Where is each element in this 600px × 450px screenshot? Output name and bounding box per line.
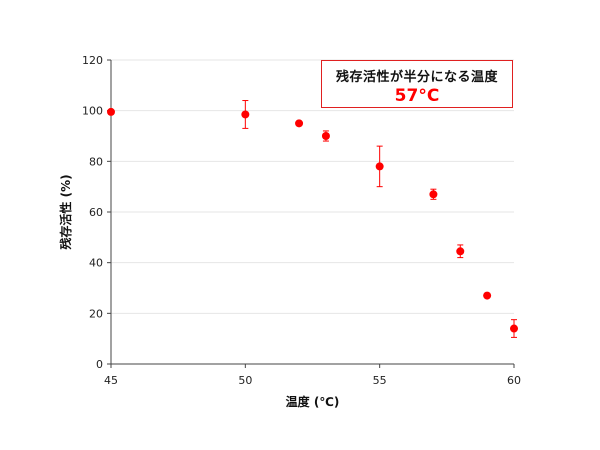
x-axis-title: 温度 (℃) [286,394,340,409]
data-point [429,190,438,199]
data-point [241,110,250,119]
x-tick-label: 50 [238,374,252,387]
annotation-value: 57°C [394,86,440,106]
data-point [456,247,465,256]
y-axis-title: 残存活性 (%) [58,174,73,249]
data-point [295,119,304,128]
data-point [321,132,330,140]
y-tick-label: 60 [89,206,103,219]
y-tick-label: 120 [82,54,103,67]
y-tick-label: 20 [89,307,103,320]
data-point [483,291,492,300]
annotation-box: 残存活性が半分になる温度 57°C [321,60,513,108]
y-tick-label: 0 [96,358,103,371]
x-tick-label: 60 [507,374,521,387]
x-tick-label: 45 [104,374,118,387]
data-point [107,107,115,116]
data-point [375,162,384,171]
annotation-title: 残存活性が半分になる温度 [335,70,498,85]
y-tick-label: 80 [89,155,103,168]
y-tick-label: 40 [89,257,103,270]
x-tick-label: 55 [373,374,387,387]
y-tick-label: 100 [82,105,103,118]
data-point [510,324,518,333]
